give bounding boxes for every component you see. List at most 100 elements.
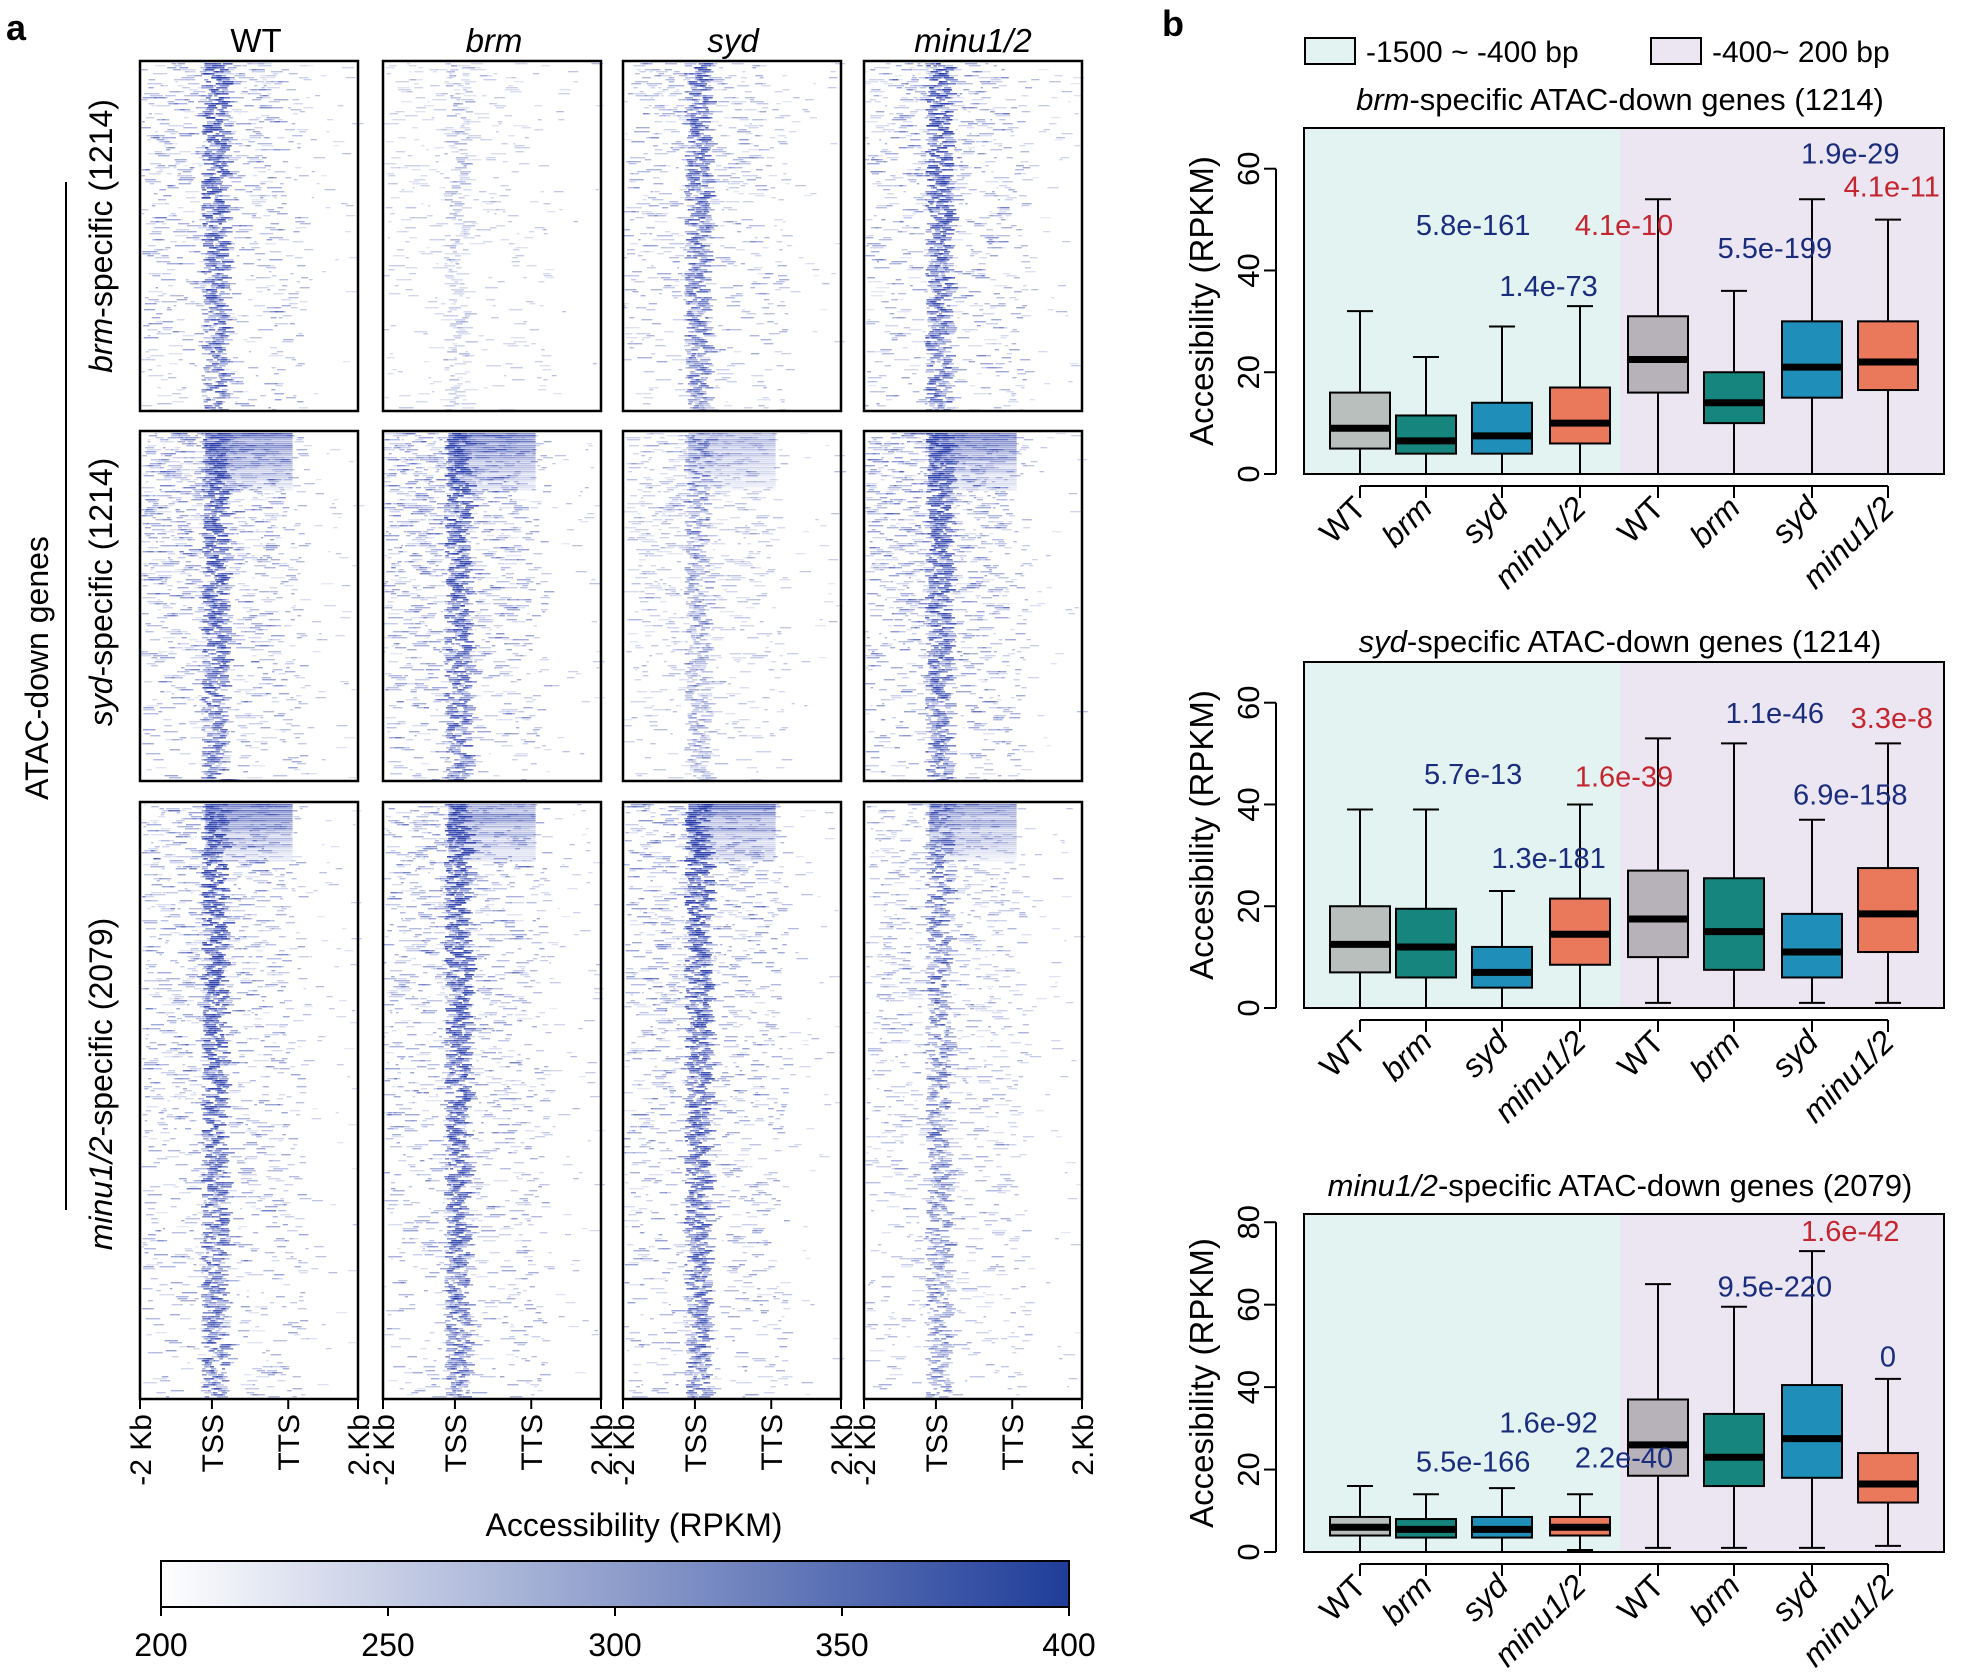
box-chart-1: brm-specific ATAC-down genes (1214) 0 20 40… — [1183, 82, 1945, 595]
heatmap-x-tick-label: -2 Kb — [849, 1414, 882, 1486]
y-tick-label: 60 — [1231, 151, 1266, 185]
p-value-label: 1.9e-29 — [1801, 139, 1899, 171]
y-tick-label: 20 — [1231, 1452, 1266, 1486]
heatmap-background — [864, 802, 1082, 1399]
heatmap-cell — [138, 429, 365, 783]
heatmap-x-tick-label: TTS — [997, 1414, 1030, 1471]
y-tick-label: 40 — [1231, 787, 1266, 821]
box-minu12 — [1857, 218, 1919, 475]
heatmap-x-tick-label: TSS — [440, 1414, 473, 1472]
heatmap-x-tick-label: TSS — [680, 1414, 713, 1472]
x-tick-label: brm — [1683, 1567, 1747, 1631]
heatmap-cell — [138, 59, 364, 413]
heatmap-background — [383, 431, 601, 781]
legend-label-upstream: -1500 ~ -400 bp — [1366, 36, 1579, 69]
column-header-wt: WT — [230, 22, 281, 59]
p-value-label: 3.3e-8 — [1851, 703, 1933, 735]
colorbar-tick-label: 300 — [588, 1627, 641, 1663]
colorbar-tick-label: 350 — [815, 1627, 868, 1663]
y-tick-label: 20 — [1231, 355, 1266, 389]
heatmap-background — [140, 61, 358, 411]
p-value-label: 4.1e-10 — [1575, 210, 1673, 242]
box-minu12 — [1549, 1493, 1611, 1551]
p-value-label: 5.5e-166 — [1416, 1447, 1531, 1479]
box-iqr — [1627, 1398, 1689, 1477]
heatmap-x-ticks: -2 Kb TSS TTS 2.Kb-2 Kb TSS TTS 2.Kb-2 Kb TSS TT… — [125, 1399, 1100, 1486]
heatmap-cell — [621, 800, 845, 1401]
row-label-minu12: minu1/2-specific (2079) — [83, 918, 119, 1251]
box-syd — [1781, 1250, 1843, 1549]
heatmap-cell — [862, 59, 1085, 413]
box-iqr — [1395, 414, 1457, 455]
box-iqr — [1781, 320, 1843, 399]
y-tick-label: 40 — [1231, 253, 1266, 287]
y-tick-label: 0 — [1231, 465, 1266, 482]
colorbar-tick-label: 400 — [1042, 1627, 1095, 1663]
region-upstream — [1304, 1214, 1620, 1552]
p-value-label: 1.6e-39 — [1575, 762, 1673, 794]
p-value-label: 1.1e-46 — [1726, 698, 1824, 730]
box-iqr — [1329, 905, 1391, 974]
heatmap-frame — [381, 429, 603, 783]
p-value-label: 1.6e-42 — [1801, 1216, 1899, 1248]
x-tick-label: syd — [1764, 1023, 1826, 1085]
box-iqr — [1857, 320, 1919, 392]
box-brm — [1703, 1305, 1765, 1549]
panel-a-label: a — [6, 7, 27, 48]
heatmap-cell — [381, 59, 604, 413]
heatmap-x-tick-label: TSS — [197, 1414, 230, 1472]
x-tick-label: WT — [1312, 1567, 1373, 1628]
p-value-label: 5.5e-199 — [1718, 233, 1833, 265]
box-iqr — [1395, 907, 1457, 979]
y-tick-label: 0 — [1231, 1543, 1266, 1560]
heatmap-x-tick-label: -2 Kb — [368, 1414, 401, 1486]
column-header-syd: syd — [707, 22, 760, 59]
heatmap-frame — [381, 800, 603, 1401]
p-value-label: 1.6e-92 — [1499, 1407, 1597, 1439]
box-brm — [1703, 742, 1765, 1009]
y-tick-label: 60 — [1231, 685, 1266, 719]
heatmap-x-tick-label: TTS — [756, 1414, 789, 1471]
row-label-syd: syd-specific (1214) — [83, 458, 119, 727]
legend-swatch-tss — [1650, 37, 1702, 65]
heatmap-cell — [138, 800, 362, 1401]
box-brm — [1395, 808, 1457, 1009]
box-syd — [1471, 325, 1533, 475]
x-tick-label: brm — [1375, 489, 1439, 553]
heatmap-background — [623, 802, 841, 1399]
box-iqr — [1703, 877, 1765, 971]
plot-frame — [1303, 127, 1945, 475]
x-tick-label: WT — [1610, 1567, 1671, 1628]
heatmap-x-tick-label: 2.Kb — [586, 1414, 619, 1476]
box-chart-2: syd-specific ATAC-down genes (1214) 0 20 40… — [1183, 624, 1945, 1129]
outer-group-label: ATAC-down genes — [19, 536, 55, 800]
y-tick-label: 60 — [1231, 1287, 1266, 1321]
y-tick-label: 0 — [1231, 999, 1266, 1016]
box-wt — [1627, 1283, 1689, 1549]
heatmap-x-tick-label: TSS — [921, 1414, 954, 1472]
box-iqr — [1471, 401, 1533, 455]
heatmap-frame — [862, 59, 1084, 413]
heatmap-frame — [138, 429, 360, 783]
heatmap-background — [140, 431, 358, 781]
box-iqr — [1471, 945, 1533, 989]
heatmap-frame — [381, 59, 603, 413]
box-syd — [1471, 1487, 1533, 1553]
box-chart-title: syd-specific ATAC-down genes (1214) — [1359, 624, 1882, 659]
x-tick-label: syd — [1764, 1567, 1826, 1629]
heatmap-cell — [862, 800, 1086, 1401]
legend-swatch-upstream — [1304, 37, 1356, 65]
row-label-brm: brm-specific (1214) — [83, 99, 119, 373]
x-tick-label: syd — [1454, 489, 1516, 551]
colorbar — [160, 1560, 1070, 1608]
heatmap-background — [623, 61, 841, 411]
heatmap-x-tick-label: 2.Kb — [1067, 1414, 1100, 1476]
panel-b: b -1500 ~ -400 bp -400~ 200 bp brm-speci… — [1162, 3, 1945, 1673]
colorbar-title: Accessibility (RPKM) — [486, 1507, 783, 1543]
x-tick-label: WT — [1312, 489, 1373, 550]
box-brm — [1703, 289, 1765, 475]
x-tick-label: brm — [1375, 1567, 1439, 1631]
x-tick-label: WT — [1610, 1023, 1671, 1084]
heatmap-frame — [138, 59, 360, 413]
box-iqr — [1329, 391, 1391, 450]
